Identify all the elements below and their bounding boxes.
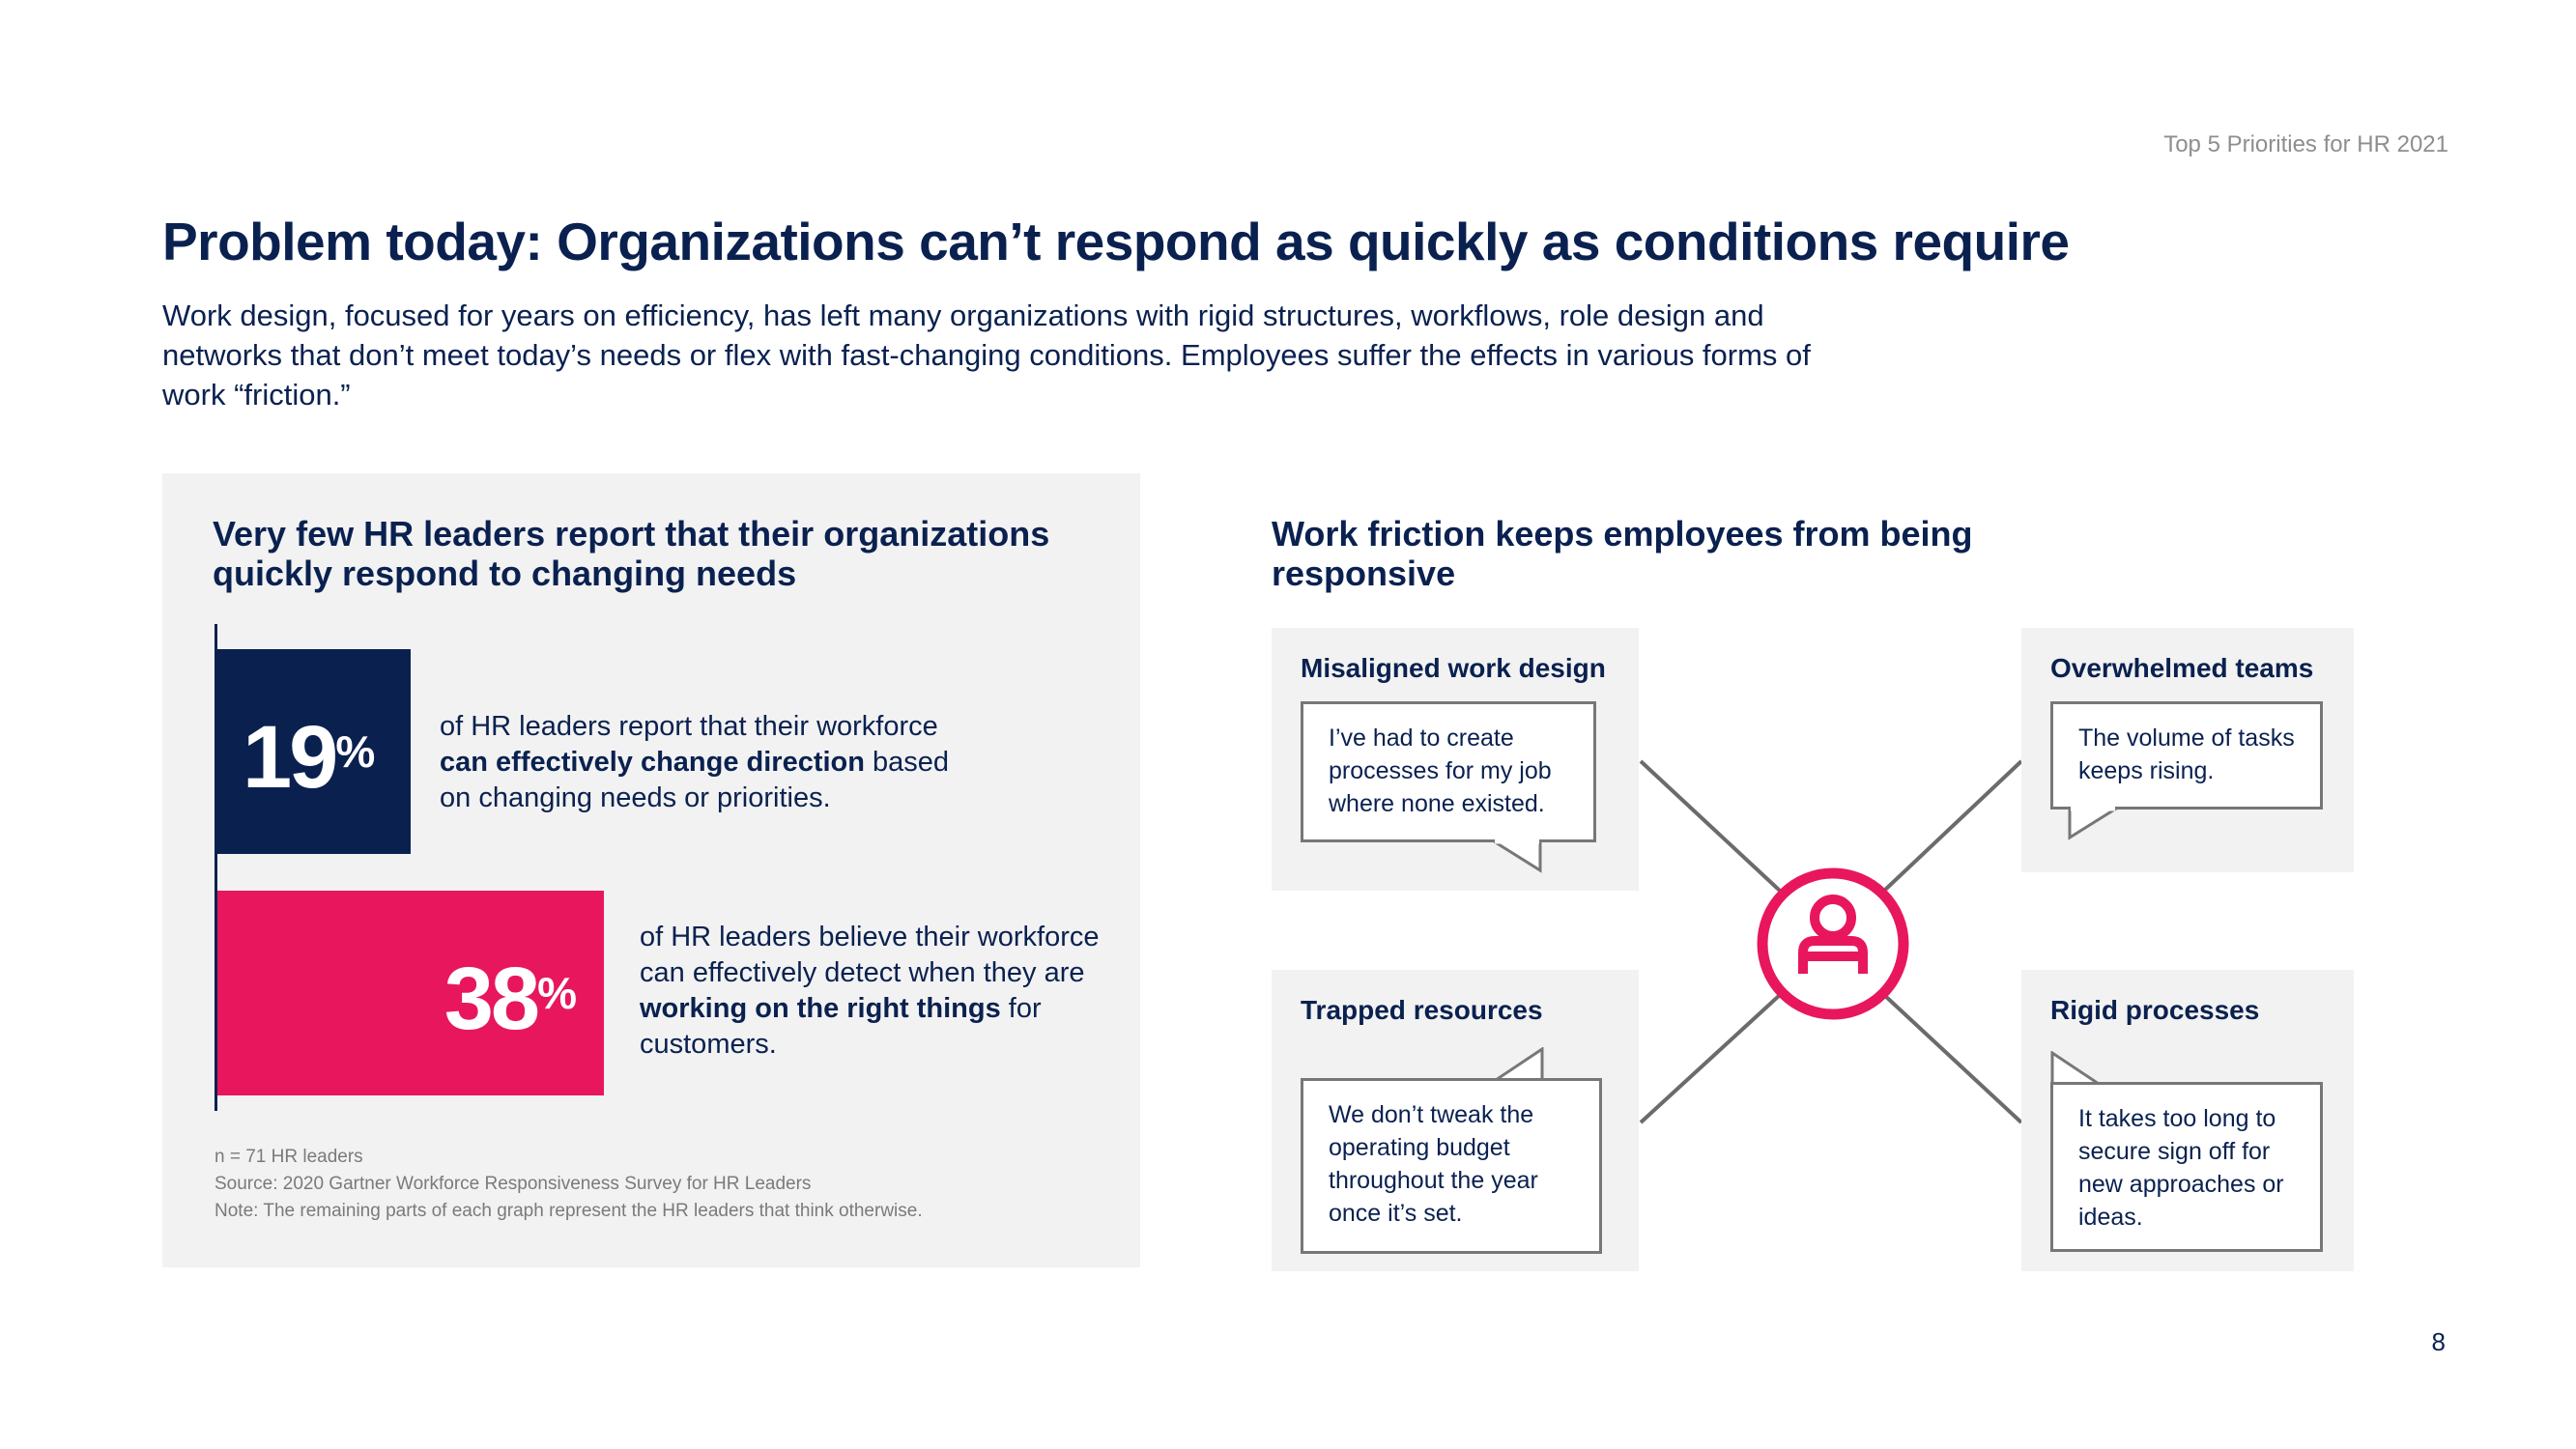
- report-header-label: Top 5 Priorities for HR 2021: [2163, 131, 2448, 157]
- card-overwhelmed-teams: Overwhelmed teams The volume of tasks ke…: [2021, 628, 2354, 872]
- intro-paragraph: Work design, focused for years on effici…: [162, 298, 1811, 412]
- stats-panel-title: Very few HR leaders report that their or…: [213, 514, 1050, 593]
- page-title: Problem today: Organizations can’t respo…: [162, 212, 2070, 271]
- sample-size-note: n = 71 HR leaders: [215, 1147, 363, 1167]
- responsiveness-stats-panel: Very few HR leaders report that their or…: [162, 473, 1140, 1267]
- card-title: Misaligned work design: [1301, 653, 1606, 683]
- connector-overwhelmed: [1882, 759, 2023, 893]
- page-number: 8: [2431, 1327, 2446, 1356]
- chart-axis-line: [215, 624, 217, 1111]
- bar-38-value-label: 38%: [444, 950, 577, 1048]
- bubble-tail: [2050, 1051, 2104, 1086]
- quote-bubble: I’ve had to create processes for my job …: [1301, 701, 1596, 842]
- friction-diagram-title: Work friction keeps employees from being…: [1272, 514, 1973, 593]
- source-notes: n = 71 HR leaders Source: 2020 Gartner W…: [215, 1144, 923, 1225]
- bubble-tail: [2068, 807, 2122, 840]
- connector-misaligned: [1639, 759, 1782, 893]
- stat-19-description: of HR leaders report that their workforc…: [440, 711, 950, 813]
- person-icon: [1757, 867, 1909, 1020]
- card-trapped-resources: Trapped resources We don’t tweak the ope…: [1272, 970, 1639, 1271]
- quote-bubble: It takes too long to secure sign off for…: [2050, 1082, 2323, 1252]
- source-note: Source: 2020 Gartner Workforce Responsiv…: [215, 1174, 812, 1194]
- bar-19-percent: 19%: [217, 649, 411, 854]
- card-misaligned-work-design: Misaligned work design I’ve had to creat…: [1272, 628, 1639, 891]
- bar-19-value-label: 19%: [243, 708, 376, 807]
- remaining-note: Note: The remaining parts of each graph …: [215, 1201, 923, 1221]
- quote-bubble: The volume of tasks keeps rising.: [2050, 701, 2323, 810]
- card-title: Overwhelmed teams: [2050, 653, 2314, 683]
- connector-rigid: [1882, 993, 2023, 1124]
- bar-38-percent: 38%: [217, 891, 604, 1095]
- card-title: Trapped resources: [1301, 995, 1543, 1025]
- card-title: Rigid processes: [2050, 995, 2260, 1025]
- stat-38-description: of HR leaders believe their workforce ca…: [640, 922, 1100, 1060]
- connector-trapped: [1639, 993, 1782, 1124]
- bubble-tail: [1494, 839, 1542, 873]
- quote-bubble: We don’t tweak the operating budget thro…: [1301, 1078, 1602, 1254]
- card-rigid-processes: Rigid processes It takes too long to sec…: [2021, 970, 2354, 1271]
- bubble-tail: [1496, 1047, 1544, 1082]
